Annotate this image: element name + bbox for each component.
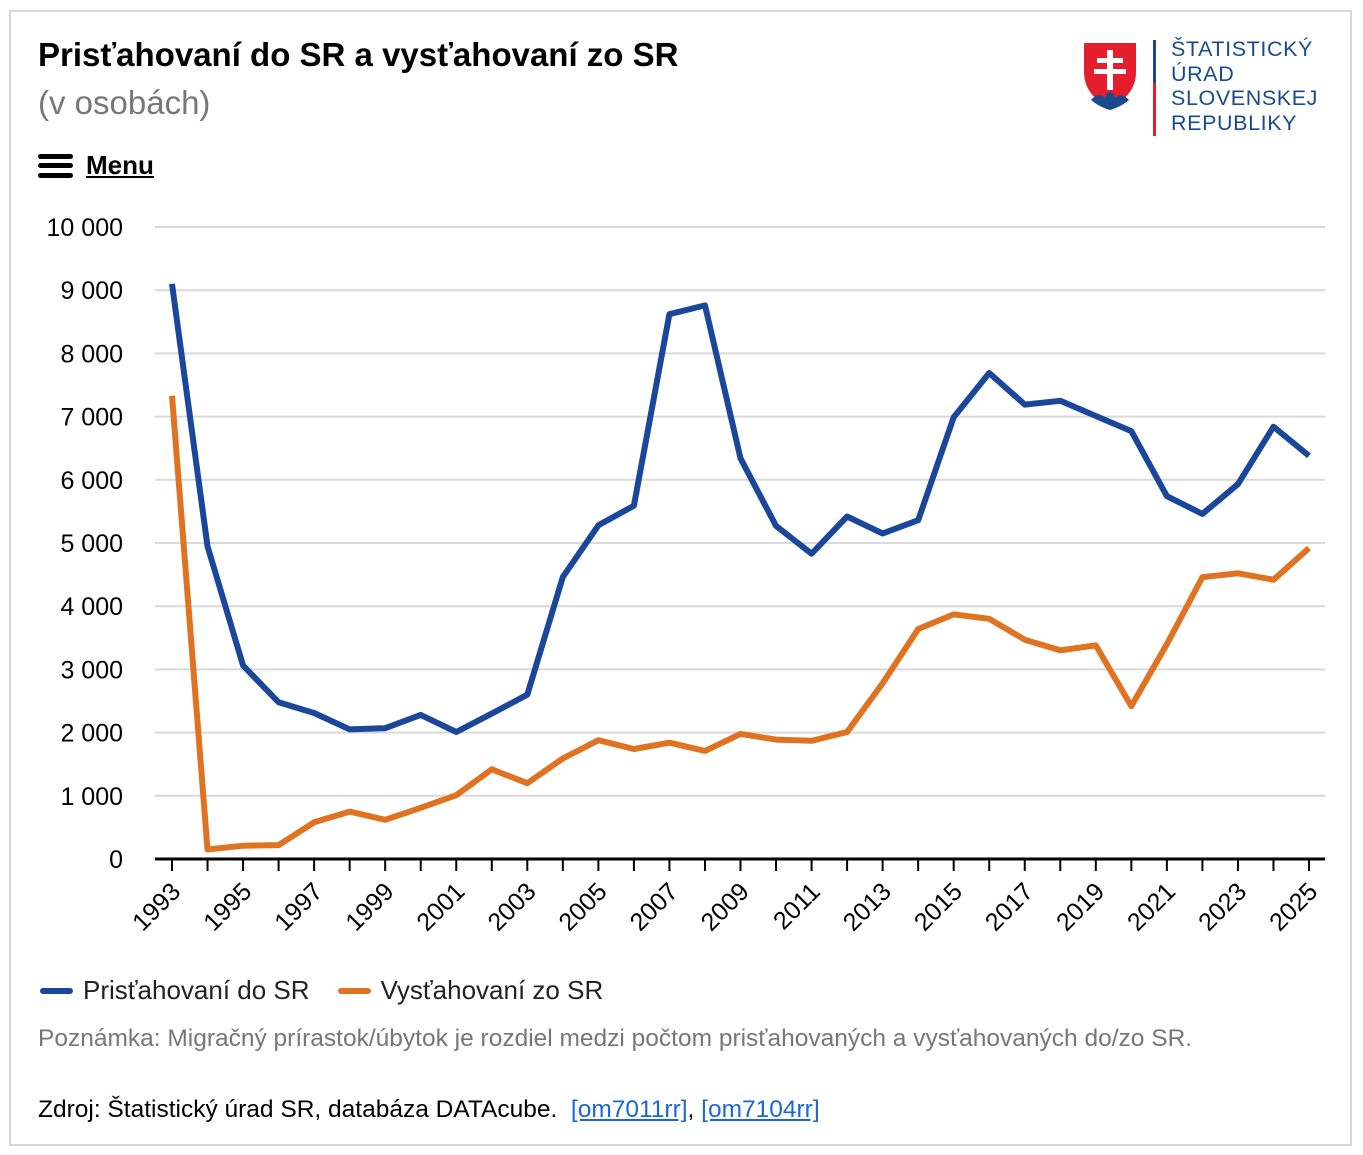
legend-swatch-immigrants bbox=[40, 987, 73, 994]
grid-lines bbox=[155, 226, 1325, 797]
y-tick-label: 8 000 bbox=[60, 340, 123, 368]
x-tick-label: 2013 bbox=[838, 877, 897, 936]
logo-text: ŠTATISTICKÝ ÚRAD SLOVENSKEJ REPUBLIKY bbox=[1171, 37, 1318, 135]
logo-line-1: ŠTATISTICKÝ bbox=[1171, 37, 1313, 61]
x-tick-label: 1995 bbox=[198, 877, 257, 936]
logo-line-2: ÚRAD bbox=[1171, 61, 1235, 86]
legend-label-immigrants: Prisťahovaní do SR bbox=[83, 975, 310, 1005]
x-tick-label: 2011 bbox=[768, 877, 826, 935]
x-tick-label: 2019 bbox=[1051, 877, 1110, 936]
y-tick-label: 9 000 bbox=[60, 277, 123, 305]
x-tick-label: 2017 bbox=[980, 877, 1039, 936]
menu-button[interactable]: Menu bbox=[38, 150, 154, 181]
coat-of-arms-icon bbox=[1084, 43, 1136, 110]
chart-source: Zdroj: Štatistický úrad SR, databáza DAT… bbox=[38, 1096, 820, 1124]
y-tick-label: 10 000 bbox=[47, 214, 123, 242]
x-tick-label: 2009 bbox=[696, 877, 755, 936]
logo-line-4: REPUBLIKY bbox=[1171, 110, 1298, 135]
hamburger-icon bbox=[38, 153, 73, 178]
y-tick-label: 6 000 bbox=[60, 467, 123, 495]
legend: Prisťahovaní do SR Vysťahovaní zo SR bbox=[40, 975, 603, 1006]
legend-swatch-emigrants bbox=[337, 987, 371, 994]
x-tick-label: 2003 bbox=[482, 877, 541, 936]
x-tick-label: 2021 bbox=[1122, 877, 1181, 936]
chart-note: Poznámka: Migračný prírastok/úbytok je r… bbox=[38, 1025, 1193, 1052]
y-tick-label: 4 000 bbox=[60, 593, 123, 621]
x-tick-label: 2023 bbox=[1193, 877, 1252, 936]
menu-label: Menu bbox=[86, 150, 154, 180]
y-tick-label: 0 bbox=[109, 846, 123, 874]
x-tick-label: 2025 bbox=[1264, 877, 1323, 936]
series-line-emigrants[interactable] bbox=[169, 395, 1311, 853]
y-axis-ticks: 0 1 000 2 000 3 000 4 000 5 000 6 000 7 000 8 00… bbox=[47, 214, 123, 874]
logo-divider bbox=[1153, 40, 1156, 136]
logo bbox=[1084, 43, 1136, 110]
x-tick-label: 2001 bbox=[411, 877, 470, 936]
chart-subtitle: (v osobách) bbox=[38, 84, 211, 121]
legend-label-emigrants: Vysťahovaní zo SR bbox=[380, 975, 604, 1005]
x-tick-label: 1993 bbox=[127, 877, 186, 936]
chart-frame bbox=[9, 10, 1352, 1146]
y-tick-label: 5 000 bbox=[60, 530, 123, 558]
x-tick-label: 2007 bbox=[625, 877, 684, 936]
series-line-immigrants[interactable] bbox=[169, 283, 1311, 735]
x-tick-label: 1999 bbox=[340, 877, 399, 936]
source-separator: , bbox=[687, 1096, 695, 1123]
legend-item-emigrants[interactable]: Vysťahovaní zo SR bbox=[337, 975, 604, 1006]
x-axis-ticks: 1993 1995 1997 1999 2001 2003 2005 2007 2009 2011… bbox=[127, 859, 1323, 937]
legend-item-immigrants[interactable]: Prisťahovaní do SR bbox=[40, 975, 310, 1006]
y-tick-label: 3 000 bbox=[60, 656, 123, 684]
x-tick-label: 2015 bbox=[909, 877, 968, 936]
x-tick-label: 2005 bbox=[553, 877, 612, 936]
y-tick-label: 7 000 bbox=[60, 404, 123, 432]
logo-line-3: SLOVENSKEJ bbox=[1171, 86, 1318, 110]
x-tick-label: 1997 bbox=[269, 877, 328, 936]
source-link-om7104rr[interactable]: [om7104rr] bbox=[701, 1096, 820, 1123]
y-tick-label: 2 000 bbox=[60, 720, 123, 748]
chart-title: Prisťahovaní do SR a vysťahovaní zo SR bbox=[38, 36, 679, 73]
y-tick-label: 1 000 bbox=[60, 783, 123, 811]
series-lines bbox=[169, 283, 1311, 853]
source-link-om7011rr[interactable]: [om7011rr] bbox=[570, 1096, 688, 1123]
source-text: Zdroj: Štatistický úrad SR, databáza DAT… bbox=[38, 1096, 558, 1123]
